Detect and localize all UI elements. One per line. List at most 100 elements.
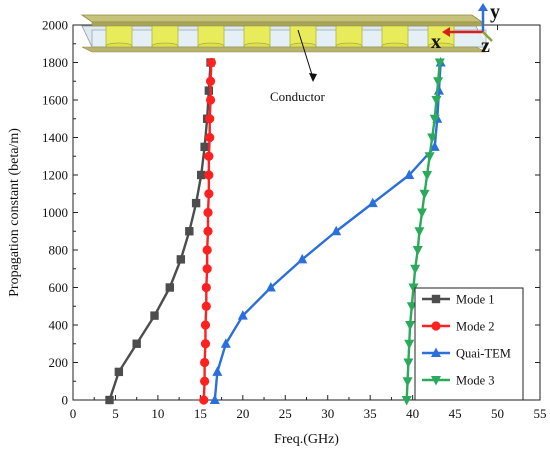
x-tick-label: 0 (70, 406, 77, 421)
data-point (209, 394, 220, 404)
series-line (213, 62, 442, 401)
y-tick-label: 400 (49, 318, 69, 333)
data-point (132, 339, 141, 348)
data-point (220, 338, 231, 348)
data-point (212, 366, 223, 376)
legend-swatch-marker (431, 376, 441, 386)
data-point (200, 376, 210, 386)
data-point (191, 198, 201, 208)
y-tick-label: 1600 (42, 93, 68, 108)
series-mode2 (199, 57, 217, 405)
z-axis-letter: z (481, 35, 490, 57)
x-tick-label: 50 (491, 406, 504, 421)
data-point (202, 245, 212, 255)
data-point (200, 142, 209, 152)
data-point (404, 169, 415, 179)
data-point (408, 283, 419, 293)
data-point (203, 207, 213, 218)
data-point (114, 367, 124, 377)
data-point (410, 264, 421, 275)
data-point (200, 339, 211, 349)
legend-label: Mode 1 (456, 293, 495, 307)
y-tick-label: 2000 (42, 18, 68, 33)
data-point (200, 320, 211, 330)
x-tick-label: 10 (151, 406, 164, 421)
x-tick-label: 25 (279, 406, 292, 421)
data-point (201, 282, 211, 293)
legend-swatch-marker (431, 294, 441, 304)
y-tick-label: 1800 (42, 55, 68, 70)
data-point (403, 358, 414, 368)
top-conductor-edge (91, 21, 483, 27)
x-tick-label: 20 (236, 406, 249, 421)
data-point (205, 132, 215, 143)
data-point (197, 170, 206, 180)
y-tick-label: 1000 (42, 205, 68, 220)
axes: 0 5 10 15 20 25 30 35 40 45 50 55 0 200 400 600 800 1000 1… (7, 18, 547, 448)
series-line (108, 62, 212, 401)
data-point (237, 310, 248, 320)
conductor-pointer-arrowhead (309, 73, 317, 82)
data-point (412, 246, 423, 256)
data-point (205, 76, 216, 86)
y-tick-label: 1200 (42, 168, 68, 183)
series-mode3 (401, 58, 445, 406)
top-conductor-plate (80, 14, 484, 23)
data-point (297, 253, 308, 264)
data-point (205, 114, 215, 124)
data-point (150, 311, 159, 320)
data-point (204, 86, 214, 95)
data-point (433, 85, 444, 95)
data-point (405, 321, 416, 331)
data-point (427, 133, 438, 143)
series-mode1 (105, 58, 215, 405)
data-point (406, 302, 417, 312)
z-arrow-head-icon (442, 27, 450, 37)
data-point (203, 226, 213, 236)
bottom-ground-plate (81, 46, 487, 53)
y-tick-label: 0 (62, 393, 69, 408)
y-tick-label: 1400 (42, 130, 68, 145)
x-tick-label: 15 (194, 406, 207, 421)
x-tick-label: 5 (112, 406, 119, 421)
y-arrow-head-icon (478, 3, 488, 11)
y-axis-letter: y (490, 1, 500, 23)
x-axis-arrow (482, 31, 493, 42)
series-quasi-tem (209, 57, 446, 404)
x-tick-label: 45 (449, 406, 462, 421)
y-tick-label: 600 (49, 280, 69, 295)
data-point (200, 357, 210, 368)
legend-entries: Mode 1 Mode 2 Quai-TEM Mode 3 (422, 293, 511, 388)
data-point (201, 301, 211, 311)
data-point (404, 339, 415, 350)
data-point (401, 396, 412, 406)
y-tick-label: 800 (49, 243, 69, 258)
data-point (185, 227, 194, 236)
structure-inset: Conductor y x z (80, 1, 500, 104)
conductor-label: Conductor (270, 89, 326, 104)
substrate-front (91, 29, 487, 48)
data-point (416, 208, 427, 218)
data-point (202, 264, 212, 274)
data-point (422, 171, 433, 181)
x-tick-label: 30 (321, 406, 334, 421)
series-group (105, 57, 446, 406)
data-point (434, 58, 445, 68)
legend-swatch-marker (431, 347, 441, 357)
data-point (204, 151, 214, 161)
data-point (402, 377, 413, 387)
data-point (205, 95, 216, 105)
data-point (424, 152, 435, 162)
legend-label: Mode 2 (456, 320, 495, 334)
legend-label: Mode 3 (456, 374, 495, 388)
x-tick-label: 40 (406, 406, 419, 421)
data-point (431, 96, 442, 106)
legend-label: Quai-TEM (456, 347, 511, 361)
legend-swatch-marker (431, 321, 441, 331)
legend: Mode 1 Mode 2 Quai-TEM Mode 3 (414, 287, 524, 401)
data-point (265, 282, 276, 292)
data-point (204, 170, 214, 180)
data-point (429, 114, 440, 125)
